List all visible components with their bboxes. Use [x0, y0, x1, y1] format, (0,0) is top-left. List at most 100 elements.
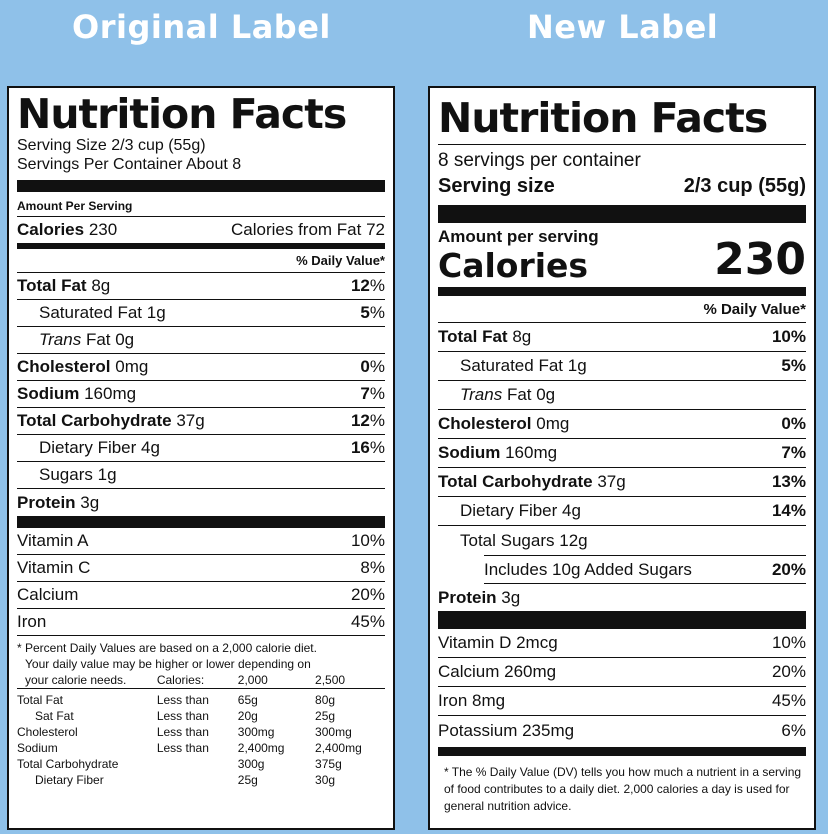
- calories-row: Calories 230 Calories from Fat 72: [17, 217, 385, 243]
- ref-header-cell: 2,000: [237, 673, 268, 687]
- vitamin-name: Calcium: [17, 585, 79, 604]
- ref-header-cell: Calories:: [156, 673, 205, 687]
- percent-sign: %: [369, 303, 385, 322]
- ref-cell: 25g: [237, 773, 258, 787]
- nutrient-amount: 4g: [141, 438, 160, 457]
- vitamin-dv: 8%: [360, 558, 385, 577]
- thick-divider: [438, 205, 806, 223]
- nutrient-amount: 4g: [562, 501, 581, 520]
- ref-cell: 2,400mg: [237, 741, 285, 755]
- vitamin-dv: 6%: [781, 720, 806, 740]
- footnote-line: Your daily value may be higher or lower …: [25, 657, 311, 671]
- ref-row: Dietary Fiber 25g 30g: [17, 772, 385, 788]
- medium-divider: [438, 747, 806, 756]
- vitamin-dv: 45%: [350, 612, 385, 631]
- added-sugars-wrapper: Includes 10g Added Sugars 20%: [438, 555, 806, 584]
- original-label-heading: Original Label: [72, 8, 331, 46]
- vitamin-dv: 45%: [771, 691, 806, 710]
- nutrient-row: Includes 10g Added Sugars 20%: [484, 555, 806, 584]
- vitamin-name: Iron: [17, 612, 47, 631]
- nutrient-row: Sodium 160mg 7%: [438, 439, 806, 468]
- ref-cell: 20g: [237, 709, 258, 723]
- ref-cell: Total Fat: [17, 693, 64, 707]
- ref-cell: Sat Fat: [35, 709, 74, 723]
- vitamin-row: Calcium 260mg 20%: [438, 658, 806, 687]
- nutrient-amount: 3g: [80, 492, 100, 512]
- medium-divider: [17, 243, 385, 249]
- ref-cell: 25g: [315, 709, 336, 723]
- nutrient-amount: 1g: [567, 356, 587, 375]
- nutrient-dv: 20%: [771, 559, 806, 579]
- nutrient-amount: 37g: [597, 472, 626, 491]
- calories-from-fat: Calories from Fat 72: [231, 220, 385, 239]
- footnote: * The % Daily Value (DV) tells you how m…: [444, 765, 802, 813]
- vitamin-row: Iron 8mg 45%: [438, 687, 806, 716]
- amount-per-serving: Amount Per Serving: [17, 192, 385, 217]
- nutrient-name: Sodium: [438, 443, 501, 462]
- nutrient-name: Protein: [438, 587, 497, 607]
- nutrient-amount: 1g: [97, 465, 117, 484]
- ref-cell: 30g: [315, 773, 336, 787]
- vitamin-name: Vitamin A: [17, 531, 89, 550]
- nutrient-name: Sugars: [39, 465, 93, 484]
- ref-cell: Dietary Fiber: [35, 773, 104, 787]
- daily-value-header: % Daily Value*: [17, 249, 385, 273]
- vitamin-name: Iron 8mg: [438, 691, 506, 710]
- nutrient-name: Cholesterol: [438, 414, 532, 433]
- nutrient-dv: 0: [360, 357, 370, 376]
- nutrient-dv: 12: [350, 411, 370, 430]
- vitamin-name: Calcium 260mg: [438, 662, 557, 681]
- nutrient-row: Dietary Fiber 4g 16%: [17, 435, 385, 462]
- nutrient-amount: 37g: [176, 411, 205, 430]
- vitamin-name: Potassium 235mg: [438, 720, 575, 740]
- new-label-heading: New Label: [527, 8, 719, 46]
- serving-size-row: Serving size 2/3 cup (55g): [438, 173, 806, 199]
- vitamin-dv: 10%: [771, 633, 806, 652]
- original-nutrition-label: Nutrition Facts Serving Size 2/3 cup (55…: [7, 86, 395, 830]
- vitamin-dv: 20%: [771, 662, 806, 681]
- ref-row: Total Fat Less than 65g 80g: [17, 692, 385, 708]
- ref-cell: Sodium: [17, 741, 58, 755]
- ref-cell: Less than: [156, 693, 209, 707]
- ref-cell: Total Carbohydrate: [17, 757, 119, 771]
- nutrient-name: Protein: [17, 492, 76, 512]
- serving-size-value: 2/3 cup (55g): [683, 174, 806, 197]
- amount-per-serving: Amount per serving: [438, 227, 599, 246]
- nutrient-amount: 8g: [512, 327, 532, 346]
- nutrient-amount: 12g: [559, 530, 588, 550]
- vitamin-dv: 20%: [350, 585, 385, 604]
- nutrient-dv: 13%: [771, 472, 806, 491]
- nutrient-amount: 160mg: [505, 443, 558, 462]
- nutrient-row: Saturated Fat 1g 5%: [438, 352, 806, 381]
- nutrient-dv: 7%: [781, 443, 806, 462]
- nutrient-name: Total Fat: [438, 327, 508, 346]
- nutrient-row: Sugars 1g: [17, 462, 385, 489]
- nutrient-row: Saturated Fat 1g 5%: [17, 300, 385, 327]
- reference-table-header: your calorie needs. Calories: 2,000 2,50…: [17, 672, 385, 689]
- vitamin-name: Vitamin D 2mcg: [438, 633, 558, 652]
- nutrient-amount: 160mg: [84, 384, 137, 403]
- servings-per-container: Servings Per Container About 8: [17, 156, 242, 173]
- nutrient-name: Total Carbohydrate: [438, 472, 593, 491]
- ref-cell: 300mg: [315, 725, 352, 739]
- ref-cell: 80g: [315, 693, 336, 707]
- ref-cell: Less than: [156, 741, 209, 755]
- nutrient-name: Dietary Fiber: [39, 438, 137, 457]
- percent-sign: %: [369, 357, 385, 376]
- ref-cell: 300mg: [237, 725, 275, 739]
- medium-divider: [438, 287, 806, 296]
- nutrient-amount: 8g: [91, 276, 111, 295]
- calories-value: 230: [88, 220, 118, 239]
- nutrient-name: Includes 10g Added Sugars: [484, 559, 692, 579]
- nutrient-dv: 12: [350, 276, 370, 295]
- calories-block: Amount per serving Calories 230: [438, 223, 806, 285]
- vitamin-row: Potassium 235mg 6%: [438, 716, 806, 745]
- nutrient-row: Dietary Fiber 4g 14%: [438, 497, 806, 526]
- calories-label: Calories: [438, 246, 589, 285]
- ref-cell: [157, 772, 238, 788]
- footnote-line: * Percent Daily Values are based on a 2,…: [17, 641, 317, 655]
- ref-cell: 300g: [237, 757, 265, 771]
- nutrient-amount: 0mg: [536, 414, 570, 433]
- percent-sign: %: [369, 276, 385, 295]
- nutrient-name: Total Fat: [17, 276, 87, 295]
